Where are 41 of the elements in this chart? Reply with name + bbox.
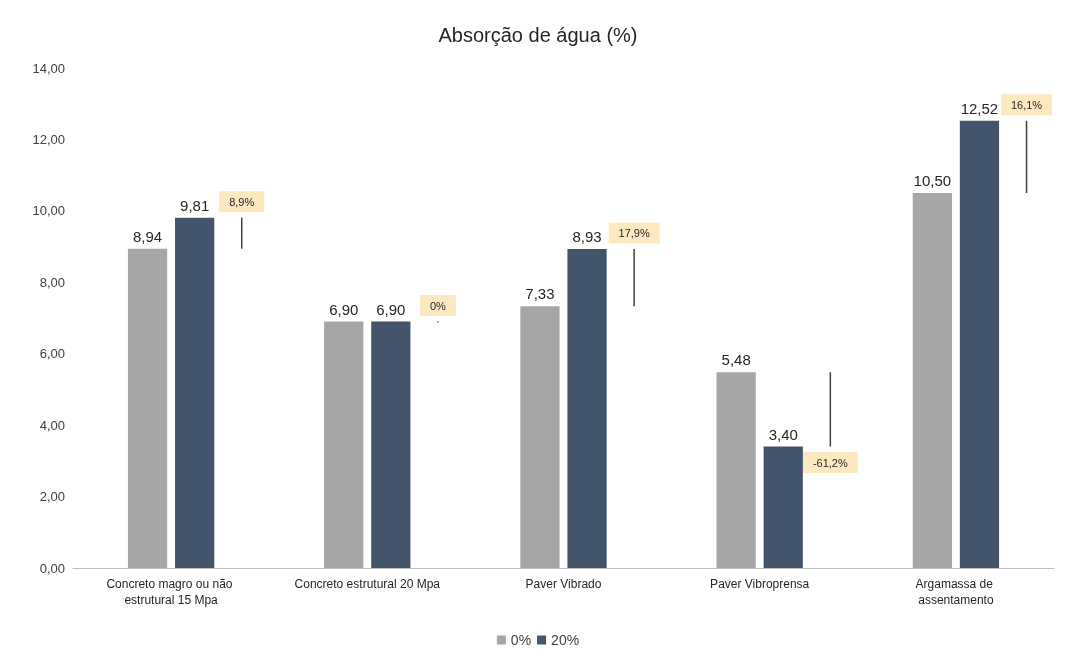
x-tick-label: Paver Vibroprensa <box>710 577 810 591</box>
bar <box>127 248 168 568</box>
data-label: 6,90 <box>376 300 406 318</box>
data-label: 5,48 <box>721 351 751 369</box>
bar <box>371 321 411 568</box>
bar <box>716 372 756 568</box>
data-label: 9,81 <box>180 196 210 214</box>
data-label: 6,90 <box>329 300 359 318</box>
bar <box>324 321 364 568</box>
annotation: 8,9% <box>229 195 255 208</box>
y-tick-label: 8,00 <box>39 274 65 290</box>
y-tick-label: 0,00 <box>39 560 65 576</box>
annotation: -61,2% <box>812 456 848 469</box>
chart-title: Absorção de água (%) <box>438 24 638 46</box>
data-label: 8,93 <box>572 228 602 246</box>
bar <box>175 217 215 568</box>
x-tick-label: Argamassa de assentamento <box>915 577 997 607</box>
bar <box>763 446 803 568</box>
data-label: 10,50 <box>913 172 952 189</box>
bar <box>959 120 1000 568</box>
y-tick-label: 4,00 <box>39 417 65 433</box>
legend-label: 20% <box>551 632 580 648</box>
x-tick-label: Concreto magro ou não estrutural 15 Mpa <box>106 577 236 607</box>
bar <box>567 249 607 568</box>
annotation: 0% <box>429 299 447 312</box>
y-tick-label: 6,00 <box>39 346 65 362</box>
bar <box>520 306 560 568</box>
y-tick-label: 10,00 <box>32 203 65 219</box>
legend-label: 0% <box>510 632 532 648</box>
x-tick-label: Concreto estrutural 20 Mpa <box>294 577 441 591</box>
y-tick-label: 14,00 <box>32 60 65 76</box>
data-label: 8,94 <box>132 227 163 245</box>
bar <box>912 193 952 568</box>
y-tick-label: 2,00 <box>39 489 65 505</box>
annotation: 17,9% <box>618 227 650 240</box>
annotation: 16,1% <box>1010 98 1043 111</box>
data-label: 12,52 <box>960 99 999 117</box>
data-label: 7,33 <box>525 285 555 303</box>
y-tick-label: 12,00 <box>32 131 65 147</box>
x-tick-label: Paver Vibrado <box>525 577 602 591</box>
data-label: 3,40 <box>768 425 798 443</box>
